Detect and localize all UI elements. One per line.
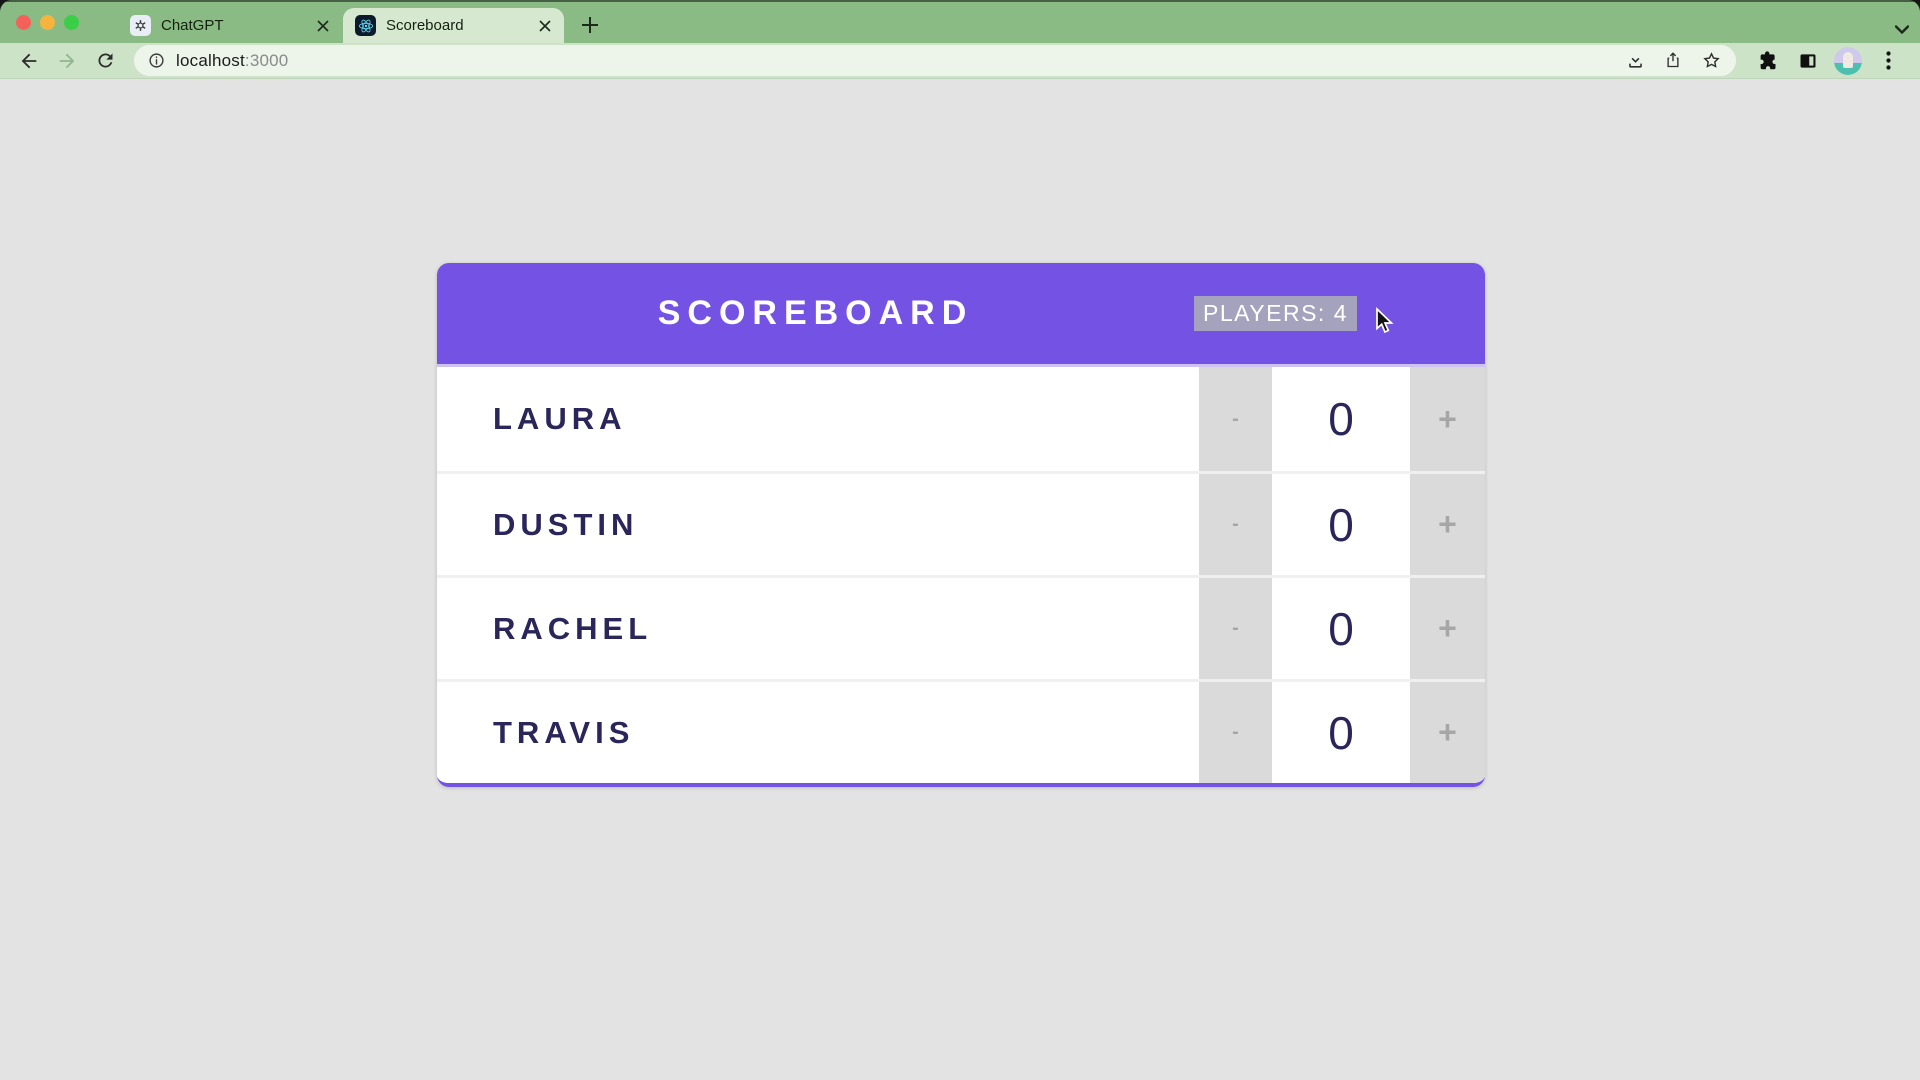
player-score: 0	[1272, 682, 1410, 783]
close-window-button[interactable]	[16, 15, 31, 30]
forward-button[interactable]	[53, 47, 81, 75]
bookmark-star-icon[interactable]	[1698, 48, 1724, 74]
scoreboard-header: SCOREBOARD PLAYERS: 4	[437, 263, 1485, 367]
decrement-button[interactable]: -	[1199, 367, 1272, 471]
player-row: RACHEL - 0 +	[437, 575, 1485, 679]
player-name: DUSTIN	[493, 506, 639, 542]
tab-search-chevron-icon[interactable]	[1890, 17, 1914, 41]
extensions-puzzle-icon[interactable]	[1754, 47, 1782, 75]
tab-label: Scoreboard	[386, 17, 464, 34]
react-favicon-icon	[355, 15, 376, 36]
player-row: DUSTIN - 0 +	[437, 471, 1485, 575]
reload-button[interactable]	[91, 47, 119, 75]
browser-toolbar: localhost:3000	[0, 43, 1920, 79]
increment-button[interactable]: +	[1410, 367, 1485, 471]
player-rows: LAURA - 0 + DUSTIN - 0 + RACHEL - 0 + TR…	[437, 367, 1485, 783]
scoreboard-card: SCOREBOARD PLAYERS: 4 LAURA - 0 + DUSTIN…	[437, 263, 1485, 787]
players-count-label[interactable]: PLAYERS: 4	[1194, 296, 1357, 331]
toolbar-right-icons	[1748, 46, 1908, 75]
overflow-menu-icon[interactable]	[1874, 47, 1902, 75]
url-port: :3000	[244, 50, 289, 70]
increment-button[interactable]: +	[1410, 578, 1485, 679]
page-title: SCOREBOARD	[657, 294, 974, 332]
tab-chatgpt[interactable]: ChatGPT	[118, 8, 342, 43]
player-score: 0	[1272, 474, 1410, 575]
page-content: SCOREBOARD PLAYERS: 4 LAURA - 0 + DUSTIN…	[0, 79, 1920, 1080]
player-name: LAURA	[493, 401, 627, 436]
side-panel-icon[interactable]	[1794, 47, 1822, 75]
site-info-icon[interactable]	[146, 51, 166, 71]
decrement-button[interactable]: -	[1199, 578, 1272, 679]
share-icon[interactable]	[1660, 48, 1686, 74]
profile-avatar[interactable]	[1834, 46, 1862, 75]
tab-close-icon[interactable]	[314, 17, 332, 35]
tab-label: ChatGPT	[161, 17, 224, 34]
address-bar[interactable]: localhost:3000	[134, 45, 1736, 76]
player-score: 0	[1272, 367, 1410, 471]
tab-scoreboard[interactable]: Scoreboard	[343, 8, 564, 43]
url-text: localhost:3000	[176, 51, 288, 71]
zoom-window-button[interactable]	[64, 15, 79, 30]
player-name: TRAVIS	[493, 714, 635, 750]
increment-button[interactable]: +	[1410, 682, 1485, 783]
decrement-button[interactable]: -	[1199, 682, 1272, 783]
increment-button[interactable]: +	[1410, 474, 1485, 575]
new-tab-button[interactable]	[576, 11, 604, 39]
tab-close-icon[interactable]	[536, 17, 554, 35]
player-row: LAURA - 0 +	[437, 367, 1485, 471]
back-button[interactable]	[15, 47, 43, 75]
traffic-lights	[16, 15, 79, 30]
decrement-button[interactable]: -	[1199, 474, 1272, 575]
player-row: TRAVIS - 0 +	[437, 679, 1485, 783]
minimize-window-button[interactable]	[40, 15, 55, 30]
tab-strip: ChatGPT Scoreboard	[0, 0, 1920, 43]
url-host: localhost	[176, 50, 245, 70]
install-download-icon[interactable]	[1622, 48, 1648, 74]
player-name: RACHEL	[493, 610, 653, 646]
chatgpt-favicon-icon	[130, 15, 151, 36]
player-score: 0	[1272, 578, 1410, 679]
